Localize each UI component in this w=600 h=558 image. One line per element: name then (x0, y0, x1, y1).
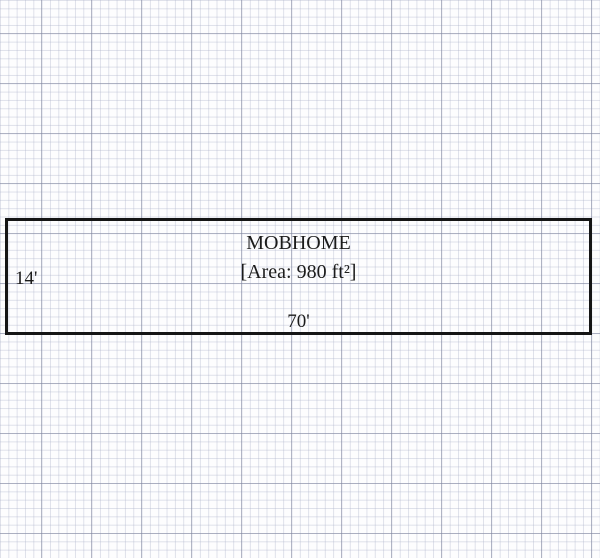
height-dimension-label: 14' (15, 268, 38, 289)
width-dimension-label: 70' (287, 311, 310, 332)
shape-name-label: MOBHOME (246, 232, 351, 254)
mobhome-shape[interactable]: MOBHOME [Area: 980 ft²] 70' 14' (5, 218, 592, 335)
shape-area-label: [Area: 980 ft²] (240, 261, 357, 283)
